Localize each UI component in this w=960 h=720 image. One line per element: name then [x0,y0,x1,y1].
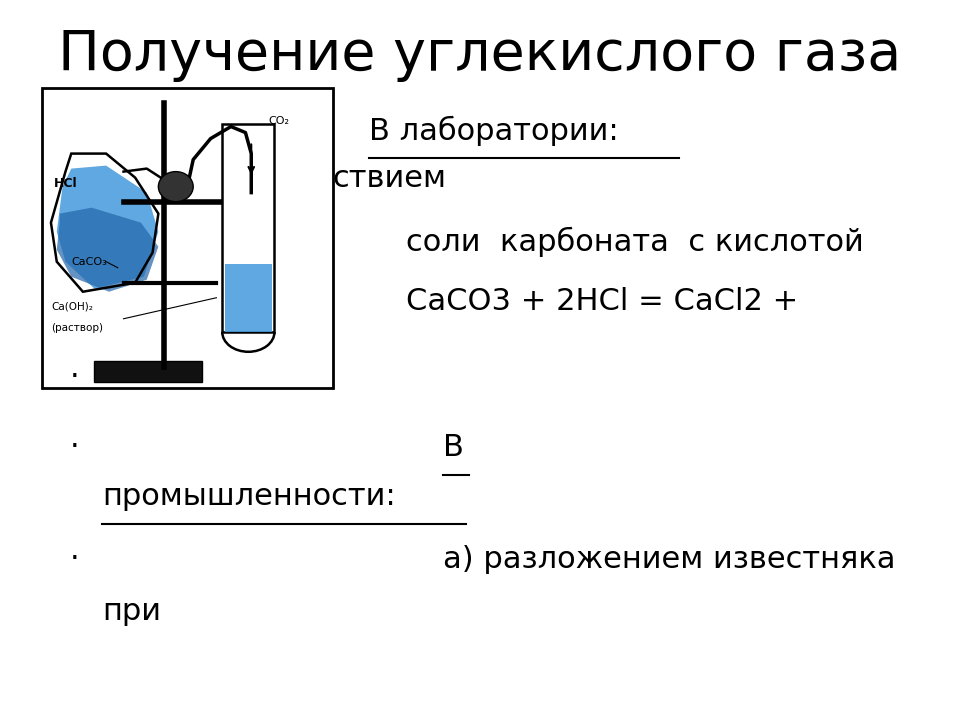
Text: а) разложением известняка: а) разложением известняка [444,545,896,574]
Text: соли  карбоната  с кислотой: соли карбоната с кислотой [406,228,864,258]
Text: HCl: HCl [54,177,78,190]
Text: ·: · [70,364,80,392]
Text: при: при [102,598,161,626]
Text: CaCO3 + 2HCl = CaCl2 +: CaCO3 + 2HCl = CaCl2 + [406,287,799,315]
Polygon shape [57,207,158,292]
Bar [42,88,332,388]
Text: промышленности:: промышленности: [102,482,396,511]
Bar [225,264,272,332]
Polygon shape [57,166,158,289]
Text: ·: · [70,433,80,462]
Bar [94,361,202,382]
Text: CO₂: CO₂ [269,115,290,125]
Text: CaCO₃: CaCO₃ [71,257,107,266]
Text: В лаборатории:: В лаборатории: [370,115,619,145]
Text: Ca(OH)₂: Ca(OH)₂ [51,302,93,312]
Text: В: В [444,433,464,462]
Text: Получение углекислого газа: Получение углекислого газа [59,28,901,82]
Text: ·: · [70,545,80,574]
Text: (раствор): (раствор) [51,323,103,333]
Text: ствием: ствием [332,164,446,194]
Ellipse shape [158,171,193,202]
Bar [222,124,275,332]
